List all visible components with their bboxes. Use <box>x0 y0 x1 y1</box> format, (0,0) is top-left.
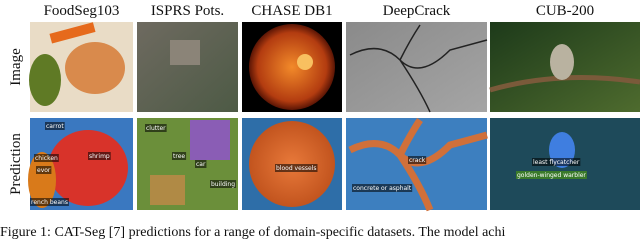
mask-label: chicken <box>35 155 58 162</box>
label-box <box>36 166 52 174</box>
building-mask <box>190 120 230 160</box>
label-box <box>210 180 237 188</box>
mask-label: golden-winged warbler <box>517 172 586 179</box>
column-title: DeepCrack <box>383 3 451 19</box>
column-title: FoodSeg103 <box>44 3 120 19</box>
retina <box>249 24 335 110</box>
clutter-mask <box>150 175 185 205</box>
label-box <box>195 160 207 168</box>
mask-label: building <box>211 181 235 188</box>
mask-label: shrimp <box>89 153 110 160</box>
label-box <box>88 152 111 160</box>
crack <box>349 24 488 113</box>
label-box <box>275 164 318 172</box>
mask-label: car <box>196 161 206 168</box>
beans <box>29 54 61 106</box>
label-box <box>30 198 69 206</box>
road-image <box>346 22 487 112</box>
label-box <box>352 184 413 192</box>
image-row <box>29 22 640 113</box>
caption: Figure 1: CAT-Seg [7] predictions for a … <box>0 225 506 240</box>
roof <box>170 40 200 65</box>
label-box <box>45 122 65 130</box>
prediction-row <box>28 118 640 212</box>
carrot <box>49 22 96 44</box>
label-box <box>172 152 187 160</box>
column-title: CHASE DB1 <box>251 3 332 19</box>
mask-label: evor <box>37 167 51 174</box>
row-label: Image <box>8 48 24 86</box>
column-title: ISPRS Pots. <box>151 3 224 19</box>
mask-label: concrete or asphalt <box>353 185 412 192</box>
optic-disc <box>297 54 313 70</box>
label-box <box>408 156 427 164</box>
row-label: Prediction <box>8 133 24 195</box>
chicken-mask <box>48 130 128 206</box>
mask-label: least flycatcher <box>533 159 580 166</box>
mask-label: crack <box>409 157 426 164</box>
label-box <box>145 124 167 132</box>
mask-label: tree <box>173 153 185 160</box>
mask-label: rench beans <box>31 199 68 206</box>
shrimp <box>65 42 125 94</box>
label-box <box>516 171 587 179</box>
label-box <box>532 158 581 166</box>
crack-mask <box>348 118 488 212</box>
mask-label: blood vessels <box>276 165 317 172</box>
aerial-image <box>137 22 238 112</box>
mask-label: clutter <box>146 125 166 132</box>
mask-label: carrot <box>46 123 64 130</box>
label-box <box>34 154 59 162</box>
column-title: CUB-200 <box>536 3 594 19</box>
bird <box>550 44 574 80</box>
